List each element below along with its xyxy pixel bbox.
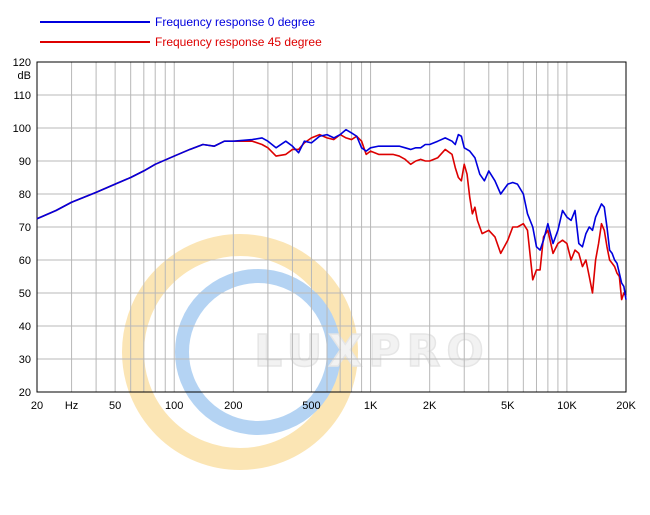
x-tick-label: 100 (165, 400, 183, 412)
y-tick-label: 70 (19, 222, 31, 234)
series-line (36, 133, 627, 301)
watermark-text: LUXPRO (254, 326, 490, 377)
x-tick-label: Hz (65, 400, 78, 412)
x-tick-label: 20K (616, 400, 636, 412)
y-tick-label: 80 (19, 189, 31, 201)
x-tick-label: 50 (109, 400, 121, 412)
x-tick-labels: 20 Hz 50 100 200 500 1K 2K 5K 10K 20K (31, 400, 637, 412)
y-tick-label: 120 (13, 57, 31, 69)
legend: Frequency response 0 degree Frequency res… (40, 15, 322, 49)
y-tick-label: 90 (19, 156, 31, 168)
legend-label: Frequency response 0 degree (155, 15, 315, 29)
x-tick-label: 10K (557, 400, 577, 412)
y-tick-label: 110 (13, 90, 31, 102)
x-tick-label: 2K (423, 400, 437, 412)
y-axis-label: dB (18, 70, 31, 82)
y-tick-label: 100 (13, 123, 31, 135)
watermark-inner-ring (175, 269, 341, 435)
watermark-outer-ring (122, 234, 358, 470)
x-tick-label: 20 (31, 400, 43, 412)
y-tick-label: 40 (19, 321, 31, 333)
y-tick-labels: 20 30 40 50 60 70 80 90 100 110 120 (13, 57, 31, 399)
plot-grid (37, 62, 626, 392)
x-tick-label: 1K (364, 400, 378, 412)
series-line (36, 128, 627, 300)
legend-label: Frequency response 45 degree (155, 35, 322, 49)
plot-frame (36, 61, 627, 393)
y-tick-label: 50 (19, 288, 31, 300)
x-tick-label: 5K (501, 400, 515, 412)
x-tick-label: 200 (224, 400, 242, 412)
y-tick-label: 60 (19, 255, 31, 267)
y-tick-label: 30 (19, 354, 31, 366)
x-tick-label: 500 (302, 400, 320, 412)
y-tick-label: 20 (19, 387, 31, 399)
series-lines (36, 128, 627, 301)
